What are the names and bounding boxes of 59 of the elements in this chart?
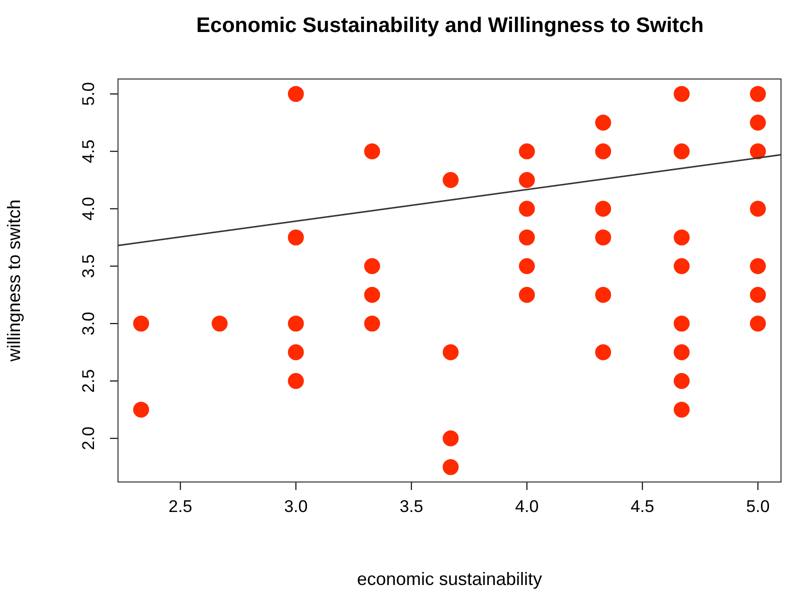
point — [442, 459, 459, 476]
point — [674, 258, 690, 274]
point — [518, 200, 535, 217]
y-tick-label: 2.0 — [79, 426, 98, 450]
point — [595, 114, 612, 131]
point — [750, 286, 766, 303]
x-tick-label: 5.0 — [746, 497, 770, 516]
point — [674, 316, 690, 332]
point — [288, 373, 304, 389]
y-tick-label: 4.0 — [79, 196, 98, 221]
point — [674, 86, 690, 102]
y-tick-label: 5.0 — [79, 82, 98, 106]
point — [595, 286, 612, 303]
point — [518, 286, 535, 303]
point — [288, 229, 304, 246]
point — [750, 258, 766, 274]
point — [595, 344, 612, 360]
point — [364, 286, 380, 303]
point — [595, 200, 612, 217]
point — [674, 402, 690, 418]
point — [364, 316, 380, 332]
point — [518, 143, 535, 160]
y-tick-label: 3.5 — [79, 254, 98, 278]
point — [750, 200, 766, 217]
point — [133, 316, 150, 332]
point — [442, 344, 459, 360]
point — [212, 316, 228, 332]
point — [442, 430, 459, 446]
x-axis-title: economic sustainability — [356, 569, 542, 589]
point — [364, 258, 380, 274]
point — [750, 143, 766, 160]
point — [364, 143, 380, 160]
point — [288, 86, 304, 102]
x-tick-label: 2.5 — [168, 497, 192, 516]
point — [288, 344, 304, 360]
point — [442, 172, 459, 188]
point — [518, 229, 535, 246]
point — [674, 344, 690, 360]
point — [595, 229, 612, 246]
point — [518, 172, 535, 188]
y-tick-label: 4.5 — [79, 140, 98, 164]
y-tick-label: 2.5 — [79, 369, 98, 393]
y-tick-label: 3.0 — [79, 312, 98, 336]
point — [674, 229, 690, 246]
x-tick-label: 4.0 — [515, 497, 539, 516]
point — [133, 402, 150, 418]
point — [750, 86, 766, 102]
point — [750, 114, 766, 131]
point — [750, 316, 766, 332]
point — [288, 316, 304, 332]
y-axis-title: willingness to switch — [4, 199, 24, 363]
x-tick-label: 4.5 — [630, 497, 654, 516]
point — [518, 258, 535, 274]
x-tick-label: 3.0 — [284, 497, 308, 516]
point — [595, 143, 612, 160]
point — [674, 143, 690, 160]
x-tick-label: 3.5 — [400, 497, 424, 516]
point — [674, 373, 690, 389]
chart-title: Economic Sustainability and Willingness to Switch — [196, 14, 704, 37]
